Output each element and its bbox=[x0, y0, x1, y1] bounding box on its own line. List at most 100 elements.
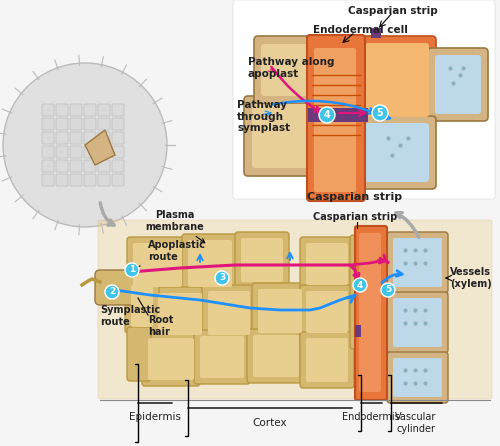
FancyBboxPatch shape bbox=[131, 285, 153, 327]
FancyBboxPatch shape bbox=[202, 285, 256, 341]
FancyBboxPatch shape bbox=[112, 160, 124, 172]
FancyBboxPatch shape bbox=[208, 291, 250, 335]
FancyBboxPatch shape bbox=[233, 0, 495, 199]
Text: 4: 4 bbox=[324, 110, 330, 120]
Text: Cortex: Cortex bbox=[252, 418, 288, 428]
FancyBboxPatch shape bbox=[84, 132, 96, 144]
FancyBboxPatch shape bbox=[98, 132, 110, 144]
Text: Symplastic
route: Symplastic route bbox=[100, 305, 160, 326]
FancyBboxPatch shape bbox=[244, 96, 320, 176]
Text: 2: 2 bbox=[109, 288, 115, 297]
FancyBboxPatch shape bbox=[158, 293, 202, 335]
FancyBboxPatch shape bbox=[253, 335, 299, 377]
FancyBboxPatch shape bbox=[300, 237, 354, 291]
FancyBboxPatch shape bbox=[125, 279, 159, 333]
Text: 5: 5 bbox=[376, 108, 384, 118]
FancyBboxPatch shape bbox=[56, 104, 68, 116]
FancyBboxPatch shape bbox=[393, 238, 442, 287]
FancyBboxPatch shape bbox=[252, 283, 308, 339]
FancyBboxPatch shape bbox=[84, 104, 96, 116]
FancyBboxPatch shape bbox=[235, 232, 289, 288]
Circle shape bbox=[372, 105, 388, 121]
FancyBboxPatch shape bbox=[112, 104, 124, 116]
Circle shape bbox=[125, 263, 139, 277]
FancyBboxPatch shape bbox=[300, 285, 354, 339]
FancyBboxPatch shape bbox=[133, 243, 182, 287]
FancyBboxPatch shape bbox=[70, 132, 82, 144]
FancyBboxPatch shape bbox=[56, 132, 68, 144]
FancyBboxPatch shape bbox=[127, 327, 151, 381]
Bar bbox=[355, 280, 361, 292]
FancyBboxPatch shape bbox=[194, 330, 250, 384]
FancyBboxPatch shape bbox=[70, 118, 82, 130]
FancyBboxPatch shape bbox=[56, 174, 68, 186]
FancyBboxPatch shape bbox=[56, 118, 68, 130]
FancyBboxPatch shape bbox=[84, 118, 96, 130]
FancyBboxPatch shape bbox=[98, 220, 492, 399]
Text: Pathway along
apoplast: Pathway along apoplast bbox=[248, 57, 334, 78]
Text: 5: 5 bbox=[385, 285, 391, 294]
FancyBboxPatch shape bbox=[387, 232, 448, 293]
Circle shape bbox=[353, 278, 367, 292]
FancyBboxPatch shape bbox=[70, 104, 82, 116]
FancyBboxPatch shape bbox=[84, 174, 96, 186]
FancyBboxPatch shape bbox=[393, 358, 442, 397]
Text: 4: 4 bbox=[357, 281, 363, 289]
FancyBboxPatch shape bbox=[112, 118, 124, 130]
Text: 3: 3 bbox=[219, 273, 225, 282]
FancyBboxPatch shape bbox=[307, 35, 365, 201]
Text: Vessels
(xylem): Vessels (xylem) bbox=[450, 267, 492, 289]
FancyBboxPatch shape bbox=[365, 43, 429, 117]
FancyBboxPatch shape bbox=[200, 336, 244, 378]
FancyBboxPatch shape bbox=[42, 146, 54, 158]
FancyBboxPatch shape bbox=[42, 174, 54, 186]
Circle shape bbox=[105, 285, 119, 299]
FancyBboxPatch shape bbox=[306, 243, 348, 285]
Text: Root
hair: Root hair bbox=[148, 315, 174, 337]
Text: Pathway
through
symplast: Pathway through symplast bbox=[237, 100, 290, 133]
FancyBboxPatch shape bbox=[254, 36, 322, 104]
Text: 1: 1 bbox=[129, 265, 135, 274]
FancyBboxPatch shape bbox=[359, 233, 381, 392]
FancyBboxPatch shape bbox=[247, 329, 305, 383]
FancyBboxPatch shape bbox=[182, 234, 238, 293]
FancyBboxPatch shape bbox=[42, 118, 54, 130]
Text: Casparian strip: Casparian strip bbox=[348, 6, 438, 16]
Circle shape bbox=[381, 283, 395, 297]
FancyBboxPatch shape bbox=[152, 287, 208, 341]
FancyBboxPatch shape bbox=[148, 338, 194, 380]
FancyBboxPatch shape bbox=[98, 160, 110, 172]
FancyBboxPatch shape bbox=[56, 146, 68, 158]
Text: Casparian strip: Casparian strip bbox=[313, 212, 397, 222]
FancyBboxPatch shape bbox=[308, 108, 364, 122]
Text: Apoplastic
route: Apoplastic route bbox=[148, 240, 206, 262]
FancyBboxPatch shape bbox=[70, 174, 82, 186]
Text: Casparian strip: Casparian strip bbox=[308, 192, 402, 202]
FancyBboxPatch shape bbox=[306, 291, 348, 333]
FancyBboxPatch shape bbox=[261, 44, 313, 96]
FancyBboxPatch shape bbox=[300, 332, 354, 388]
FancyBboxPatch shape bbox=[365, 123, 429, 182]
FancyBboxPatch shape bbox=[358, 116, 436, 189]
FancyBboxPatch shape bbox=[127, 237, 188, 293]
FancyBboxPatch shape bbox=[387, 292, 448, 353]
Polygon shape bbox=[85, 130, 115, 165]
FancyBboxPatch shape bbox=[98, 174, 110, 186]
FancyBboxPatch shape bbox=[314, 48, 356, 192]
FancyBboxPatch shape bbox=[98, 118, 110, 130]
FancyBboxPatch shape bbox=[42, 104, 54, 116]
FancyBboxPatch shape bbox=[56, 160, 68, 172]
FancyBboxPatch shape bbox=[42, 132, 54, 144]
Bar bbox=[371, 28, 381, 38]
Circle shape bbox=[3, 63, 167, 227]
FancyBboxPatch shape bbox=[393, 298, 442, 347]
Text: Epidermis: Epidermis bbox=[129, 412, 181, 422]
FancyBboxPatch shape bbox=[428, 48, 488, 121]
Text: Endodermis: Endodermis bbox=[342, 412, 400, 422]
FancyBboxPatch shape bbox=[112, 174, 124, 186]
Bar bbox=[355, 325, 361, 337]
FancyBboxPatch shape bbox=[142, 332, 200, 386]
FancyBboxPatch shape bbox=[84, 160, 96, 172]
FancyBboxPatch shape bbox=[98, 146, 110, 158]
FancyBboxPatch shape bbox=[387, 352, 448, 403]
